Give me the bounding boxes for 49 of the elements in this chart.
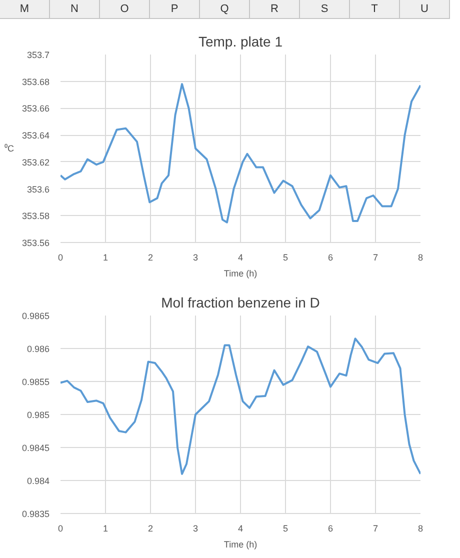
text: R: [250, 0, 300, 18]
x-tick-label: 6: [328, 252, 334, 262]
y-tick-label: 353.6: [26, 184, 50, 194]
y-tick-label: 353.58: [22, 211, 50, 222]
y-tick-label: 0.9855: [22, 377, 50, 387]
x-tick-label: 7: [372, 252, 378, 262]
text: U: [400, 0, 450, 18]
text: N: [50, 0, 100, 18]
x-tick-label: 3: [192, 252, 198, 262]
x-tick-label: 4: [238, 524, 244, 534]
text: S: [300, 0, 350, 18]
text: Q: [200, 0, 250, 18]
x-tick-label: 0: [58, 252, 64, 262]
x-tick-label: 3: [192, 524, 198, 534]
x-tick-label: 1: [102, 252, 108, 262]
x-tick-label: 8: [418, 524, 424, 534]
y-tick-label: 0.9835: [22, 509, 50, 519]
x-axis-title: Time (h): [224, 268, 258, 278]
x-tick-label: 6: [328, 524, 334, 534]
y-tick-label: 0.9845: [22, 443, 50, 453]
y-tick-label: 353.68: [22, 76, 50, 87]
y-axis-title: ⁰C: [4, 144, 14, 154]
y-tick-label: 353.62: [22, 157, 50, 168]
x-tick-label: 2: [148, 252, 154, 262]
y-tick-label: 353.64: [22, 130, 50, 141]
x-axis-title: Time (h): [224, 540, 258, 550]
y-tick-label: 0.9865: [22, 311, 50, 321]
y-tick-label: 353.7: [26, 50, 50, 60]
y-tick-label: 353.56: [22, 238, 50, 248]
y-tick-label: 353.66: [22, 104, 50, 114]
x-tick-label: 4: [238, 252, 244, 262]
x-tick-label: 8: [418, 252, 424, 262]
line-series: [60, 83, 420, 224]
x-tick-label: 7: [372, 524, 378, 534]
chart-title: Temp. plate 1: [198, 34, 283, 50]
x-tick-label: 5: [282, 252, 288, 262]
text: T: [350, 0, 400, 18]
text: O: [100, 0, 150, 18]
x-tick-label: 1: [102, 524, 108, 534]
y-tick-label: 0.986: [26, 344, 50, 354]
text: P: [150, 0, 200, 18]
x-tick-label: 5: [282, 524, 288, 534]
y-tick-label: 0.984: [26, 476, 50, 486]
chart-title: Mol fraction benzene in D: [161, 294, 320, 310]
x-tick-label: 0: [58, 524, 64, 534]
y-tick-label: 0.985: [26, 410, 50, 420]
x-tick-label: 2: [148, 524, 154, 534]
line-series: [60, 338, 420, 475]
text: M: [0, 0, 50, 18]
